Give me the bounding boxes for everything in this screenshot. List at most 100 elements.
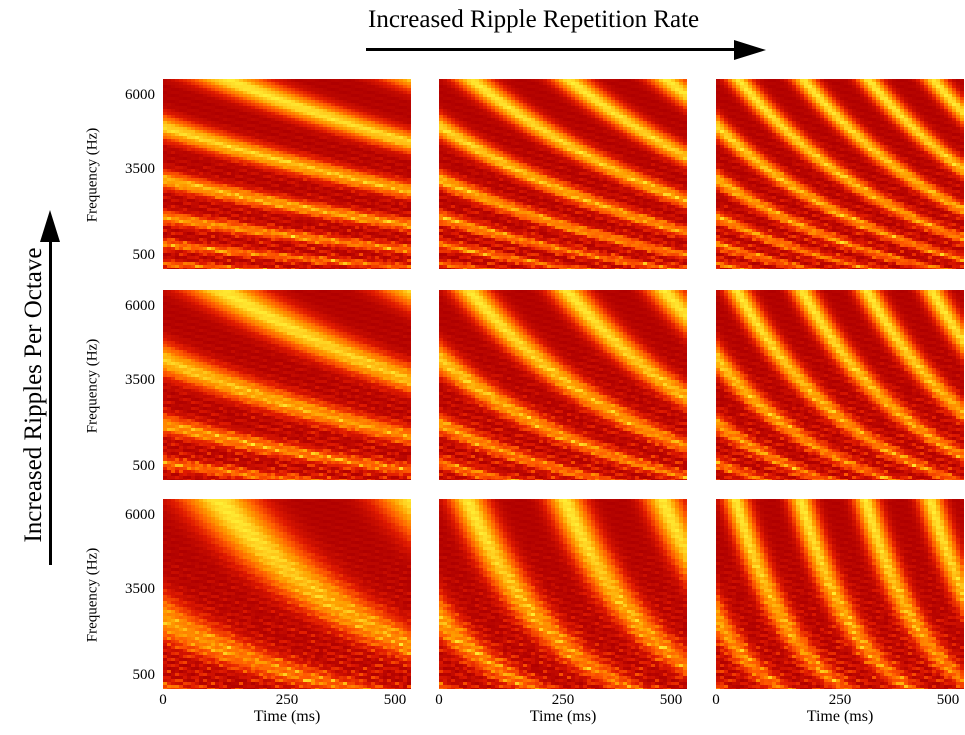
heatmap-cell: [595, 85, 600, 89]
heatmap-cell: [391, 244, 396, 248]
heatmap-cell: [275, 136, 280, 140]
heatmap-cell: [331, 97, 336, 101]
heatmap-cell: [407, 136, 411, 140]
heatmap-cell: [375, 79, 380, 83]
heatmap-cell: [227, 136, 232, 140]
heatmap-cell: [291, 187, 296, 191]
heatmap-cell: [403, 253, 408, 257]
heatmap-cell: [383, 112, 388, 116]
heatmap-cell: [459, 97, 464, 101]
heatmap-cell: [383, 232, 388, 236]
heatmap-cell: [335, 148, 340, 152]
heatmap-cell: [351, 88, 356, 92]
heatmap-cell: [303, 124, 308, 128]
heatmap-cell: [571, 112, 576, 116]
heatmap-cell: [179, 136, 184, 140]
heatmap-cell: [379, 214, 384, 218]
heatmap-cell: [319, 241, 324, 245]
heatmap-cell: [171, 97, 176, 101]
heatmap-cell: [227, 241, 232, 245]
heatmap-cell: [295, 235, 300, 239]
heatmap-cell: [611, 103, 616, 107]
heatmap-cell: [255, 142, 260, 146]
heatmap-cell: [315, 139, 320, 143]
heatmap-cell: [579, 121, 584, 125]
heatmap-cell: [319, 103, 324, 107]
heatmap-cell: [267, 139, 272, 143]
heatmap-cell: [235, 160, 240, 164]
heatmap-cell: [343, 238, 348, 242]
heatmap-cell: [387, 211, 392, 215]
heatmap-cell: [283, 178, 288, 182]
heatmap-cell: [543, 112, 548, 116]
heatmap-cell: [171, 214, 176, 218]
heatmap-cell: [283, 112, 288, 116]
heatmap-cell: [599, 85, 604, 89]
heatmap-cell: [667, 97, 672, 101]
heatmap-cell: [191, 208, 196, 212]
heatmap-cell: [307, 262, 312, 266]
heatmap-cell: [179, 85, 184, 89]
heatmap-cell: [479, 112, 484, 116]
heatmap-cell: [355, 121, 360, 125]
heatmap-cell: [555, 106, 560, 110]
heatmap-cell: [203, 217, 208, 221]
heatmap-cell: [323, 172, 328, 176]
heatmap-cell: [187, 130, 192, 134]
heatmap-cell: [231, 256, 236, 260]
heatmap-cell: [619, 97, 624, 101]
heatmap-cell: [211, 127, 216, 131]
heatmap-cell: [283, 235, 288, 239]
heatmap-cell: [303, 256, 308, 260]
heatmap-cell: [303, 166, 308, 170]
heatmap-cell: [295, 127, 300, 131]
heatmap-cell: [635, 103, 640, 107]
heatmap-cell: [235, 241, 240, 245]
heatmap-cell: [223, 100, 228, 104]
heatmap-cell: [639, 100, 644, 104]
heatmap-cell: [643, 109, 648, 113]
heatmap-cell: [439, 124, 444, 128]
heatmap-cell: [215, 253, 220, 257]
heatmap-cell: [187, 148, 192, 152]
heatmap-cell: [651, 91, 656, 95]
heatmap-cell: [167, 106, 172, 110]
heatmap-cell: [623, 124, 628, 128]
heatmap-cell: [271, 247, 276, 251]
heatmap-cell: [439, 106, 444, 110]
heatmap-cell: [167, 193, 172, 197]
heatmap-cell: [647, 124, 652, 128]
heatmap-cell: [391, 247, 396, 251]
heatmap-cell: [347, 256, 352, 260]
heatmap-cell: [539, 97, 544, 101]
heatmap-cell: [291, 211, 296, 215]
heatmap-cell: [303, 253, 308, 257]
heatmap-cell: [299, 100, 304, 104]
heatmap-cell: [675, 91, 680, 95]
heatmap-cell: [607, 94, 612, 98]
heatmap-cell: [239, 157, 244, 161]
heatmap-cell: [623, 106, 628, 110]
heatmap-cell: [307, 130, 312, 134]
heatmap-cell: [223, 172, 228, 176]
heatmap-cell: [199, 109, 204, 113]
heatmap-cell: [375, 109, 380, 113]
heatmap-cell: [315, 88, 320, 92]
heatmap-cell: [523, 79, 528, 83]
heatmap-cell: [307, 88, 312, 92]
heatmap-cell: [399, 211, 404, 215]
heatmap-cell: [515, 115, 520, 119]
heatmap-cell: [279, 232, 284, 236]
heatmap-cell: [315, 220, 320, 224]
heatmap-cell: [643, 79, 648, 83]
heatmap-cell: [379, 223, 384, 227]
heatmap-cell: [575, 109, 580, 113]
heatmap-cell: [223, 232, 228, 236]
heatmap-cell: [359, 217, 364, 221]
heatmap-cell: [391, 94, 396, 98]
heatmap-cell: [395, 103, 400, 107]
heatmap-cell: [463, 88, 468, 92]
heatmap-cell: [179, 190, 184, 194]
heatmap-cell: [223, 178, 228, 182]
heatmap-cell: [647, 97, 652, 101]
